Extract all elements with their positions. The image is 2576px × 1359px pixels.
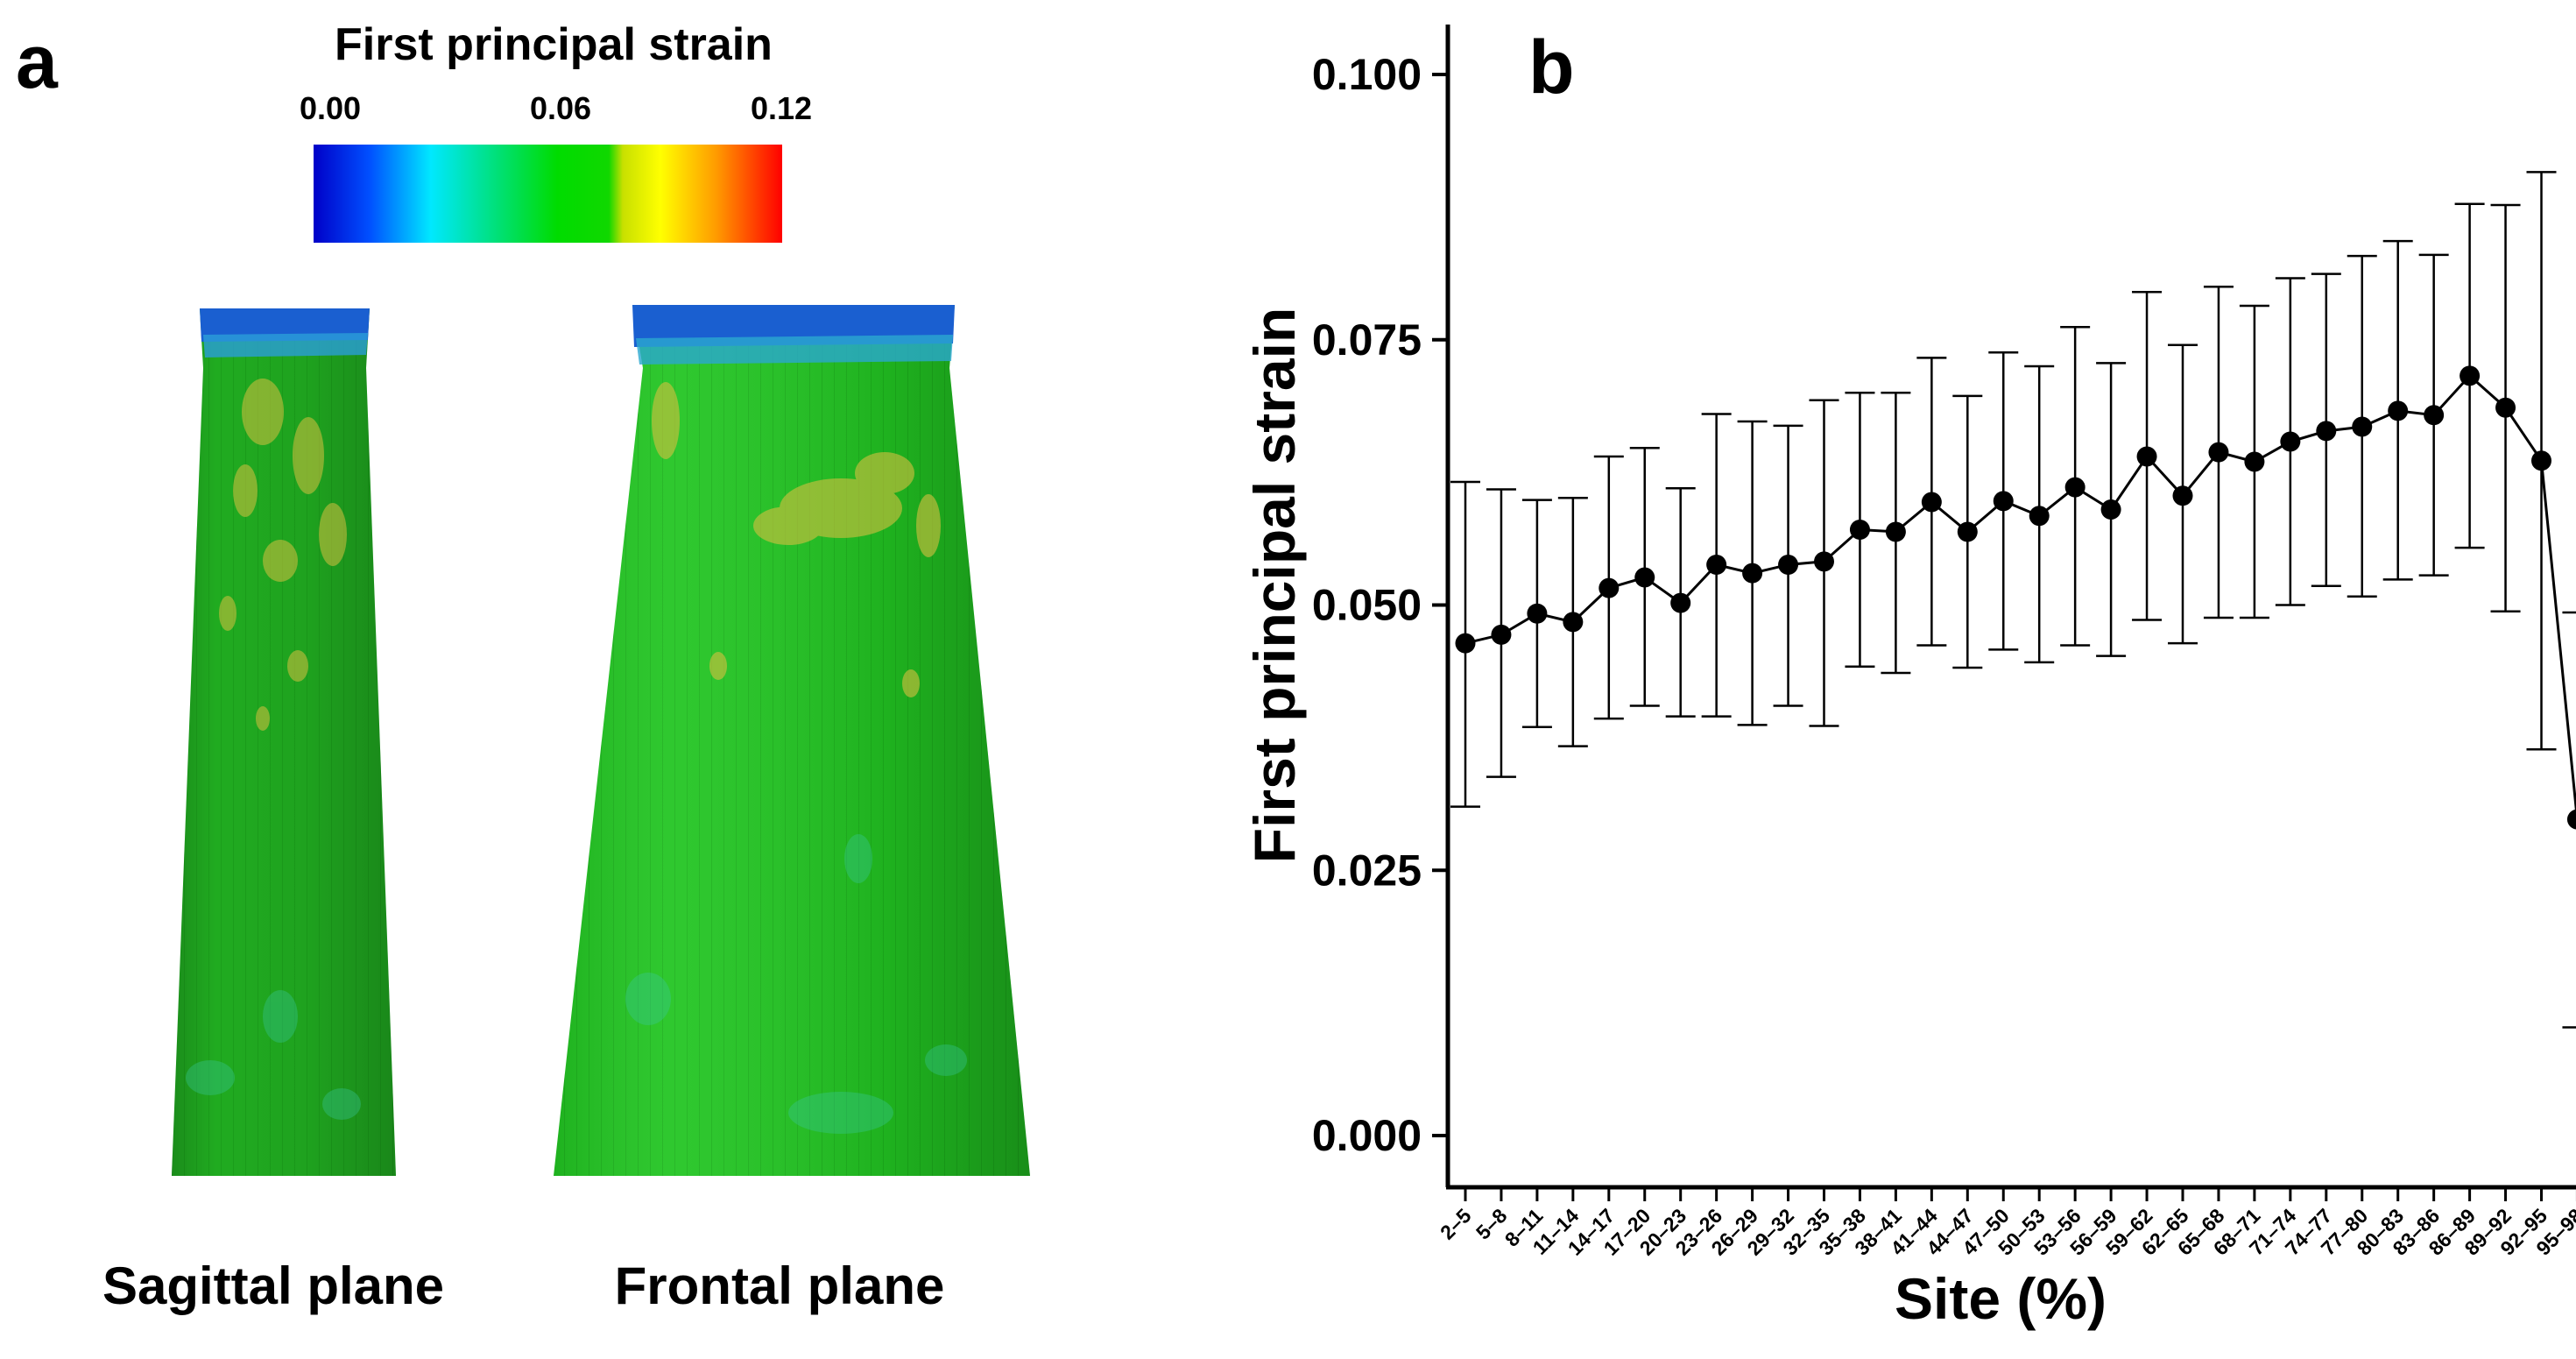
x-axis-title: Site (%) bbox=[1895, 1266, 2107, 1331]
data-point bbox=[1885, 521, 1906, 542]
x-tick-label: 2–5 bbox=[1436, 1204, 1476, 1244]
data-point bbox=[1742, 563, 1763, 584]
colorbar-gradient bbox=[314, 145, 782, 243]
data-point bbox=[1849, 520, 1870, 541]
chart-plot-area: 0.0000.0250.0500.0750.1002–55–88–1111–14… bbox=[1312, 25, 2576, 1260]
y-tick-label: 0.025 bbox=[1312, 846, 1422, 895]
data-point bbox=[1706, 554, 1727, 575]
data-point bbox=[1491, 624, 1512, 645]
data-point bbox=[2460, 365, 2481, 386]
sagittal-plane-label: Sagittal plane bbox=[102, 1256, 444, 1315]
data-point bbox=[2566, 809, 2576, 830]
frontal-plane-model: Frontal plane bbox=[554, 305, 1030, 1315]
data-point bbox=[1814, 551, 1834, 572]
data-point bbox=[2424, 405, 2445, 426]
data-point bbox=[1634, 567, 1655, 588]
data-point bbox=[2495, 397, 2516, 418]
colorbar-title: First principal strain bbox=[335, 19, 773, 70]
data-point bbox=[2352, 416, 2373, 437]
colorbar-tick-label: 0.12 bbox=[751, 90, 812, 126]
panel-a-letter: a bbox=[16, 20, 59, 104]
data-point bbox=[1599, 577, 1620, 598]
colorbar-tick-label: 0.06 bbox=[530, 90, 591, 126]
data-point bbox=[2316, 421, 2337, 442]
data-point bbox=[2244, 451, 2265, 472]
data-point bbox=[1921, 492, 1942, 513]
colorbar-tick-label: 0.00 bbox=[300, 90, 361, 126]
panel-a: a First principal strain 0.00 0.06 0.12 bbox=[16, 19, 1030, 1315]
series-line bbox=[1464, 373, 2576, 820]
data-point bbox=[1527, 603, 1548, 624]
panel-b-letter: b bbox=[1528, 25, 1575, 110]
data-point bbox=[2208, 442, 2229, 463]
data-point bbox=[2136, 446, 2157, 467]
y-tick-label: 0.075 bbox=[1312, 315, 1422, 365]
data-point bbox=[1563, 612, 1584, 633]
data-point bbox=[2100, 499, 2121, 520]
data-point bbox=[1455, 633, 1476, 654]
data-point bbox=[2029, 506, 2050, 527]
y-tick-label: 0.000 bbox=[1312, 1111, 1422, 1160]
data-point bbox=[2172, 485, 2193, 506]
y-axis-title: First principal strain bbox=[1242, 308, 1307, 863]
data-point bbox=[2388, 400, 2409, 421]
y-tick-label: 0.050 bbox=[1312, 581, 1422, 630]
y-tick-label: 0.100 bbox=[1312, 50, 1422, 99]
panel-b: b First principal strain Site (%) 0.000 0… bbox=[1242, 25, 2576, 1331]
sagittal-plane-model: Sagittal plane bbox=[102, 308, 444, 1315]
data-point bbox=[1670, 592, 1691, 613]
data-point bbox=[1957, 521, 1978, 542]
data-point bbox=[2531, 450, 2551, 471]
data-point bbox=[1993, 491, 2014, 512]
data-point bbox=[1778, 554, 1799, 575]
colorbar: First principal strain 0.00 0.06 0.12 bbox=[300, 19, 812, 243]
frontal-plane-label: Frontal plane bbox=[615, 1256, 945, 1315]
data-point bbox=[2064, 477, 2086, 498]
data-point bbox=[2280, 431, 2301, 452]
